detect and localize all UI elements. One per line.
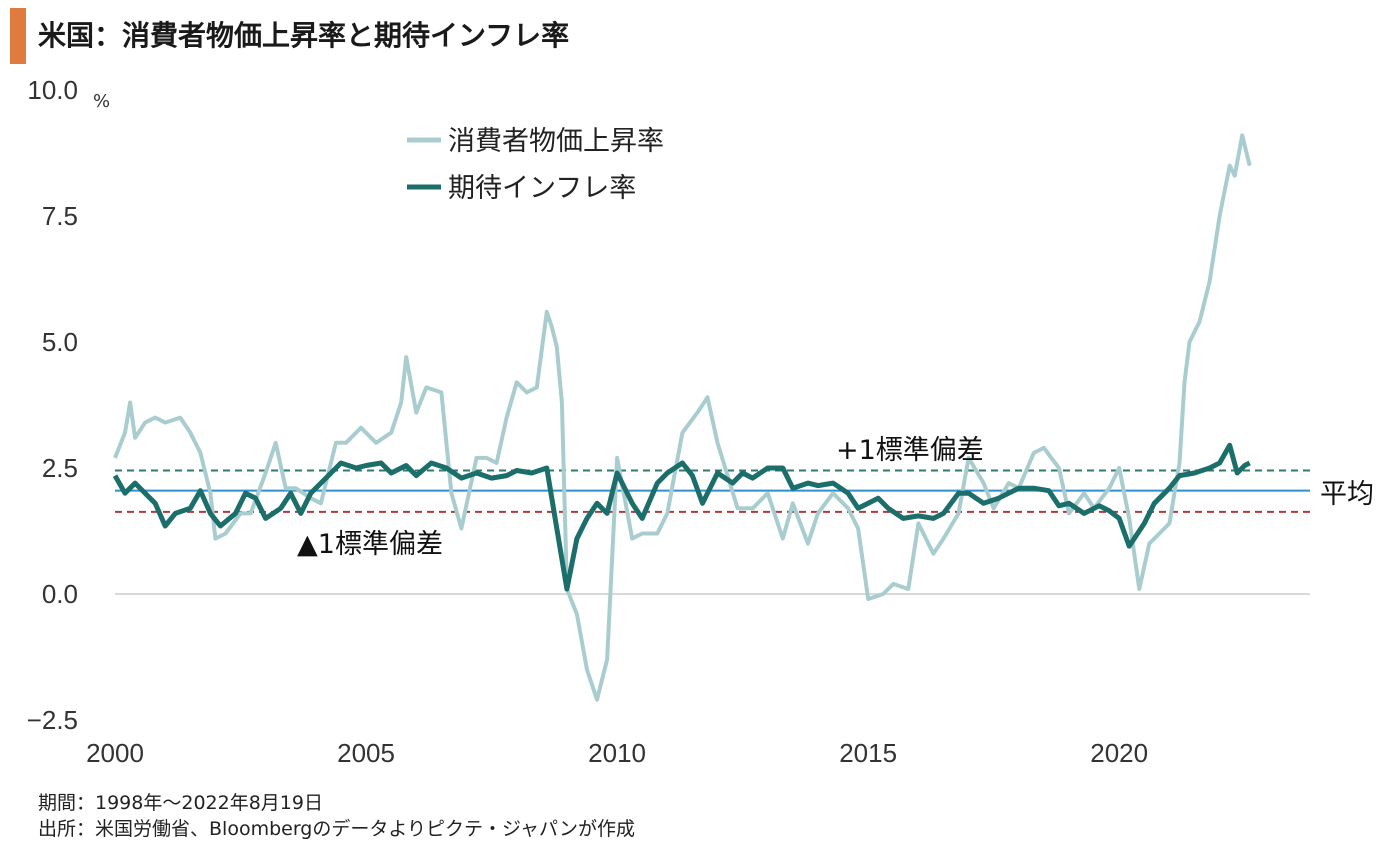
y-tick-label: 7.5 xyxy=(42,201,78,231)
upper-sd-label: +1標準偏差 xyxy=(836,435,984,466)
tick-labels: 10.0 7.5 5.0 2.5 0.0 −2.5 2000 2005 2010 2015 2020 xyxy=(27,75,1148,768)
legend-label-cpi: 消費者物価上昇率 xyxy=(448,126,664,157)
x-tick-label: 2005 xyxy=(337,738,395,768)
y-tick-label: 10.0 xyxy=(27,75,78,105)
legend-label-expected: 期待インフレ率 xyxy=(448,173,636,204)
x-tick-label: 2015 xyxy=(839,738,897,768)
x-tick-label: 2020 xyxy=(1090,738,1148,768)
legend: 消費者物価上昇率 期待インフレ率 xyxy=(407,126,664,204)
y-tick-label: 0.0 xyxy=(42,579,78,609)
chart-canvas: 10.0 7.5 5.0 2.5 0.0 −2.5 2000 2005 2010 2015 2020… xyxy=(27,75,1374,768)
y-tick-label: −2.5 xyxy=(27,705,78,735)
series-layer xyxy=(112,133,1252,702)
lower-sd-label: ▲1標準偏差 xyxy=(297,529,443,560)
source-note: 出所：米国労働省、Bloombergのデータよりピクテ・ジャパンが作成 xyxy=(38,818,635,840)
x-tick-label: 2000 xyxy=(86,738,144,768)
y-tick-label: 5.0 xyxy=(42,327,78,357)
expected-inflation-line xyxy=(112,442,1251,592)
title-accent-bar xyxy=(10,8,26,64)
chart-title: 米国：消費者物価上昇率と期待インフレ率 xyxy=(38,19,570,52)
mean-label: 平均 xyxy=(1320,479,1374,510)
y-tick-label: 2.5 xyxy=(42,453,78,483)
x-tick-label: 2010 xyxy=(588,738,646,768)
period-note: 期間：1998年～2022年8月19日 xyxy=(38,792,323,814)
cpi-line xyxy=(113,133,1252,702)
y-unit-label: % xyxy=(93,91,110,112)
